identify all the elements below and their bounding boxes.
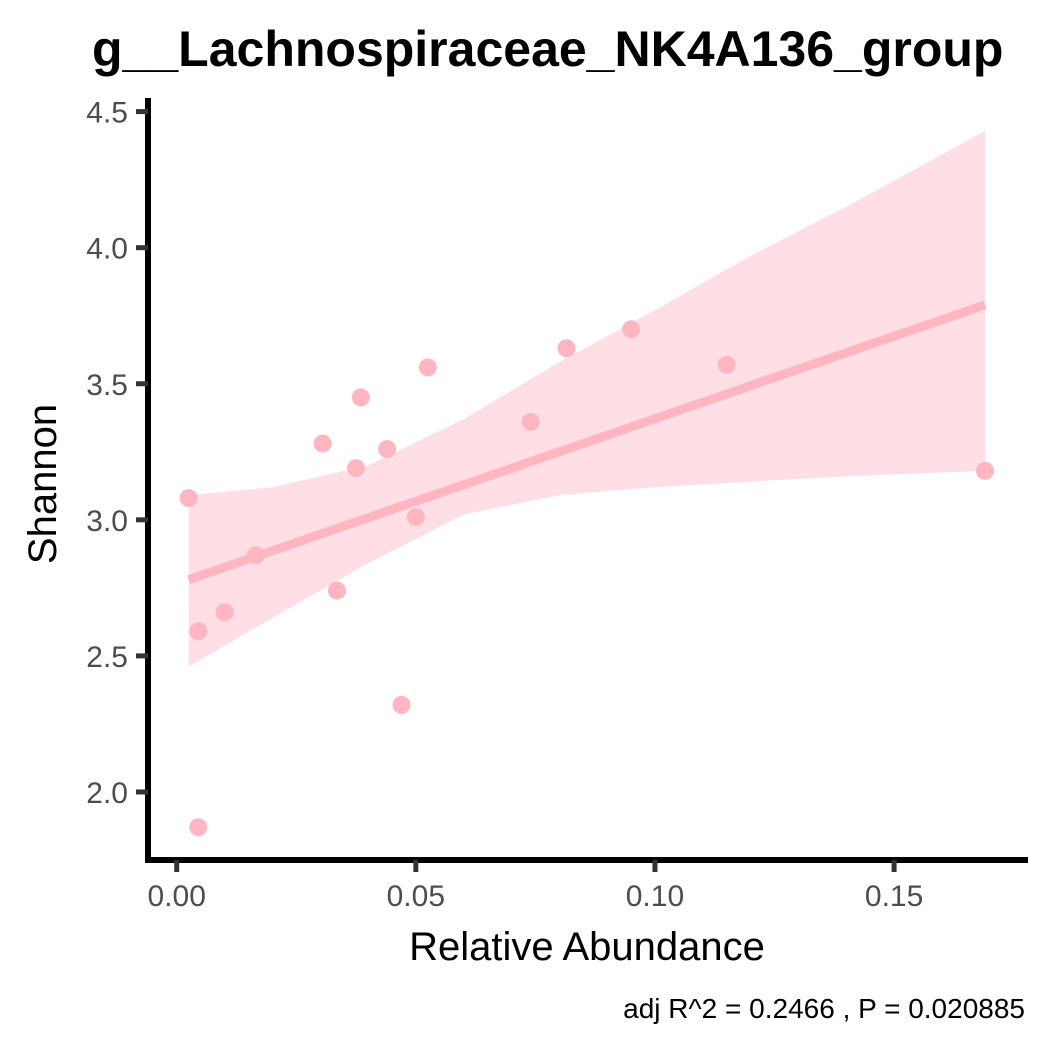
data-point <box>179 489 198 508</box>
y-axis-title: Shannon <box>21 404 65 564</box>
data-point <box>622 320 641 339</box>
data-point <box>392 695 411 714</box>
data-point <box>418 358 437 377</box>
confidence-band <box>188 130 985 667</box>
y-tick-label: 2.0 <box>86 777 128 810</box>
data-point <box>521 412 540 431</box>
plot-area <box>179 130 994 837</box>
fit-statistics-caption: adj R^2 = 0.2466 , P = 0.020885 <box>623 993 1025 1024</box>
chart-title: g__Lachnospiraceae_NK4A136_group <box>92 21 1003 77</box>
data-point <box>406 508 425 527</box>
data-point <box>215 603 234 622</box>
regression-line <box>187 300 987 584</box>
x-tick-label: 0.10 <box>626 880 684 913</box>
y-tick-label: 4.5 <box>86 97 128 130</box>
y-tick-label: 2.5 <box>86 641 128 674</box>
y-tick-label: 3.5 <box>86 369 128 402</box>
data-point <box>557 339 576 358</box>
data-point <box>717 355 736 374</box>
data-points <box>179 320 994 837</box>
data-point <box>975 461 994 480</box>
x-axis-ticks: 0.00 0.05 0.10 0.15 <box>148 860 923 913</box>
data-point <box>246 546 265 565</box>
data-point <box>313 434 332 453</box>
x-axis-title: Relative Abundance <box>409 925 765 969</box>
y-tick-label: 4.0 <box>86 233 128 266</box>
x-tick-label: 0.15 <box>865 880 923 913</box>
data-point <box>327 581 346 600</box>
data-point <box>351 388 370 407</box>
data-point <box>347 459 366 478</box>
y-tick-label: 3.0 <box>86 505 128 538</box>
data-point <box>189 818 208 837</box>
data-point <box>378 440 397 459</box>
x-tick-label: 0.05 <box>387 880 445 913</box>
y-axis-ticks: 2.0 2.5 3.0 3.5 4.0 4.5 <box>86 97 148 810</box>
data-point <box>189 622 208 641</box>
x-tick-label: 0.00 <box>148 880 206 913</box>
